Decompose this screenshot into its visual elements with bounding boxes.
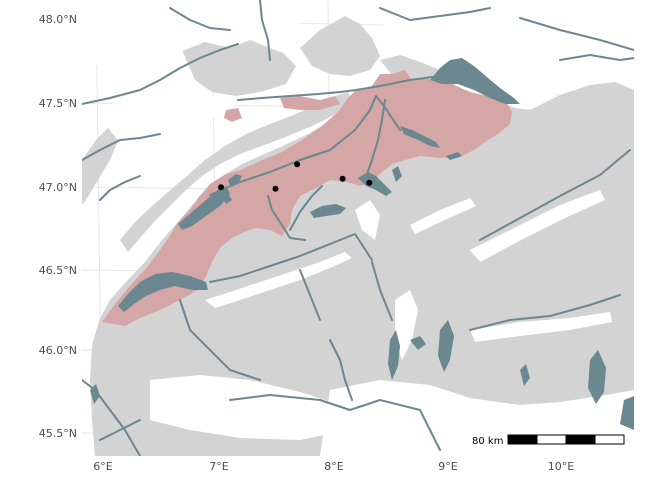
- lake-east-edge: [620, 396, 634, 430]
- river-layer: [82, 0, 634, 456]
- aosta-lowland: [150, 375, 350, 440]
- lake-lugano: [410, 336, 426, 350]
- y-tick-label: 48.0°N: [39, 13, 77, 26]
- east-fringe: [590, 110, 634, 160]
- adda-river: [469, 294, 621, 331]
- lake-lucerne: [358, 172, 392, 196]
- points-layer: [218, 161, 373, 192]
- lake-geneva: [118, 272, 208, 312]
- lake-biel: [228, 174, 242, 186]
- scale-segment-2: [536, 434, 567, 445]
- scale-segment-3: [565, 434, 596, 445]
- northeast-river: [559, 54, 634, 61]
- scale-segment-1: [507, 434, 538, 445]
- inn-river: [479, 149, 631, 241]
- y-tick-label: 46.0°N: [39, 344, 77, 357]
- map-point: [339, 175, 346, 182]
- reuss-river: [364, 99, 386, 181]
- y-axis: 48.0°N 47.5°N 47.0°N 46.5°N 46.0°N 45.5°…: [39, 13, 77, 440]
- x-tick-label: 7°E: [209, 460, 228, 473]
- y-tick-label: 47.5°N: [39, 97, 77, 110]
- x-tick-label: 6°E: [93, 460, 112, 473]
- lake-maggiore: [388, 330, 400, 380]
- swabia-white: [382, 0, 634, 104]
- x-tick-label: 8°E: [324, 460, 343, 473]
- lake-neuchatel: [178, 186, 230, 230]
- lake-layer: [90, 58, 634, 430]
- saane-river: [267, 195, 306, 241]
- lake-walensee: [446, 152, 462, 160]
- map-point: [366, 179, 373, 186]
- black-forest-2: [182, 36, 296, 96]
- south-river-2: [99, 419, 141, 441]
- aare-river: [209, 95, 377, 196]
- sesia-river: [329, 339, 353, 401]
- y-tick-label: 46.5°N: [39, 264, 77, 277]
- neckar-river: [259, 0, 271, 61]
- lake-constance: [430, 58, 520, 104]
- emme-river: [289, 185, 323, 231]
- ticino-valley: [395, 290, 418, 360]
- x-tick-label: 10°E: [548, 460, 574, 473]
- toce-river: [299, 269, 321, 321]
- isere-river: [82, 379, 141, 456]
- y-tick-label: 45.5°N: [39, 427, 77, 440]
- vosges-terrain: [82, 128, 118, 205]
- rhine-river-upper: [82, 43, 239, 105]
- north-lowland-white: [82, 0, 300, 70]
- terrain-layer: [82, 16, 634, 456]
- x-axis: 6°E 7°E 8°E 9°E 10°E: [93, 460, 574, 473]
- po-river: [229, 394, 441, 451]
- lake-iseo: [520, 364, 530, 386]
- valtellina: [470, 312, 612, 342]
- rhine-north: [169, 7, 231, 31]
- rhone-valley: [205, 252, 352, 308]
- valley-layer: [82, 0, 634, 456]
- scale-bar: 80 km: [468, 431, 628, 447]
- inn-valley: [470, 190, 605, 262]
- map-point: [272, 185, 279, 192]
- y-tick-label: 47.0°N: [39, 181, 77, 194]
- danube-river: [379, 7, 491, 21]
- region-north-lobe: [280, 96, 340, 110]
- rhine-river-main: [237, 75, 471, 101]
- lake-morat: [222, 194, 232, 204]
- lake-garda: [588, 350, 606, 404]
- upper-rhine-white: [110, 82, 240, 130]
- ticino-river: [371, 261, 393, 321]
- dora-river: [179, 299, 261, 381]
- map-point: [294, 161, 301, 168]
- reuss-valley: [355, 200, 380, 240]
- jura-terrain: [120, 92, 352, 252]
- lake-thun-brienz: [310, 204, 346, 218]
- alps-terrain: [90, 80, 634, 456]
- scale-bar-label: 80 km: [472, 436, 503, 447]
- danube-2: [519, 17, 634, 51]
- rhone-river: [209, 233, 373, 283]
- x-tick-label: 9°E: [438, 460, 457, 473]
- map-point: [218, 184, 224, 191]
- vorderrhein: [410, 198, 476, 234]
- lake-annecy: [90, 384, 100, 404]
- lake-zurich: [400, 126, 440, 148]
- blackforest-terrain: [300, 16, 380, 76]
- lake-como: [438, 320, 454, 372]
- scale-segment-4: [594, 434, 625, 445]
- saone-river: [99, 175, 141, 201]
- lake-zug: [392, 166, 402, 182]
- doubs-river: [82, 133, 161, 161]
- region-islet: [224, 108, 242, 122]
- limmat-river: [375, 95, 401, 131]
